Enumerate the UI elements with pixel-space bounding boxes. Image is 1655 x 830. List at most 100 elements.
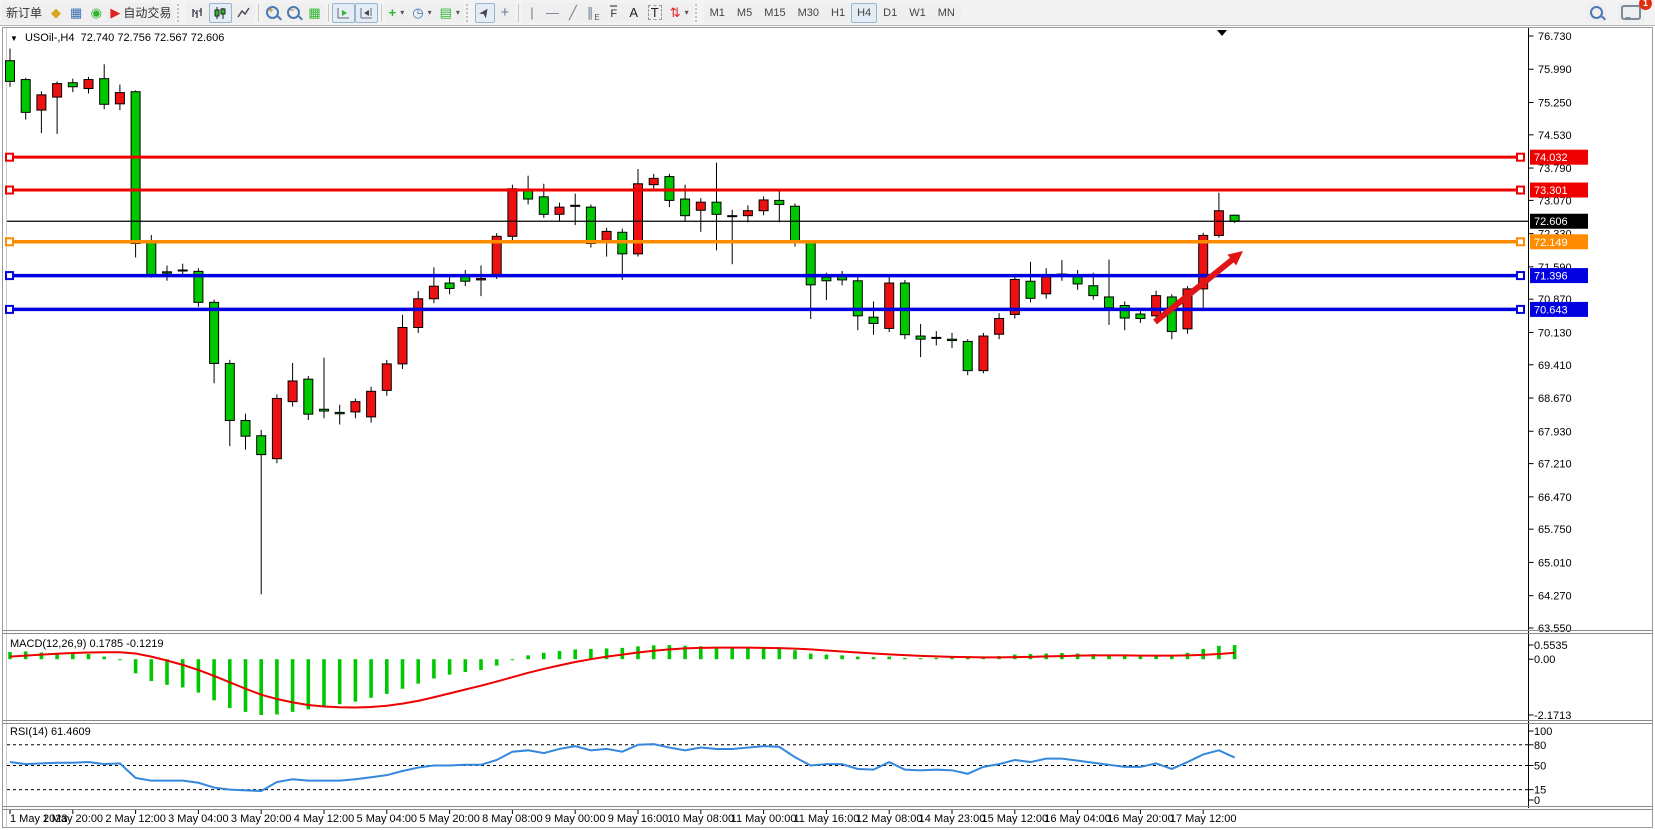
svg-text:65.750: 65.750: [1538, 524, 1572, 536]
toolbar-grip: [694, 3, 701, 22]
rsi-label: RSI(14) 61.4609: [10, 726, 91, 738]
svg-text:10 May 08:00: 10 May 08:00: [667, 813, 734, 825]
svg-text:5 May 04:00: 5 May 04:00: [357, 813, 418, 825]
auto-trading-button[interactable]: ▶ 自动交易: [106, 2, 176, 23]
timeframe-M5[interactable]: M5: [730, 2, 759, 23]
horizontal-level-lines[interactable]: [5, 152, 1529, 314]
timeframe-D1[interactable]: D1: [877, 2, 904, 23]
notifications-button[interactable]: 1: [1617, 0, 1652, 23]
svg-text:9 May 00:00: 9 May 00:00: [545, 813, 606, 825]
timeframe-H4[interactable]: H4: [851, 2, 878, 23]
svg-text:15 May 12:00: 15 May 12:00: [981, 813, 1048, 825]
market-watch-button[interactable]: ◆: [46, 2, 67, 23]
horizontal-line-icon: —: [545, 5, 559, 20]
bar-chart-button[interactable]: [186, 2, 210, 23]
timeframe-MN[interactable]: MN: [931, 2, 961, 23]
signals-button[interactable]: ◉: [86, 2, 107, 23]
svg-text:73.070: 73.070: [1538, 195, 1572, 207]
auto-scroll-button[interactable]: [331, 2, 355, 23]
svg-text:73.790: 73.790: [1538, 163, 1572, 175]
svg-text:74.530: 74.530: [1538, 130, 1572, 142]
chart-shift-icon: [360, 7, 372, 18]
svg-text:73.301: 73.301: [1534, 185, 1568, 197]
svg-text:5 May 20:00: 5 May 20:00: [419, 813, 480, 825]
svg-text:16 May 04:00: 16 May 04:00: [1044, 813, 1111, 825]
channel-button[interactable]: ∥ E: [582, 2, 604, 23]
chart-shift-button[interactable]: [354, 2, 378, 23]
horizontal-line-button[interactable]: —: [541, 2, 563, 23]
svg-text:76.730: 76.730: [1538, 31, 1572, 43]
chart-shift-marker[interactable]: [1217, 30, 1227, 36]
text-label-button[interactable]: T: [643, 2, 666, 23]
templates-icon: ▤: [439, 5, 452, 20]
svg-text:72.149: 72.149: [1534, 237, 1568, 249]
svg-text:100: 100: [1534, 726, 1552, 738]
svg-text:65.010: 65.010: [1538, 557, 1572, 569]
svg-text:8 May 08:00: 8 May 08:00: [482, 813, 543, 825]
zoom-out-button[interactable]: −: [283, 2, 305, 23]
candlestick-chart-button[interactable]: [209, 2, 233, 23]
templates-button[interactable]: ▤ ▾: [435, 2, 464, 23]
signals-icon: ◉: [90, 5, 102, 20]
toolbar: 新订单 ◆ ▦ ◉ ▶ 自动交易 + − ▦ + ▾: [0, 0, 1655, 26]
trend-arrow[interactable]: [1153, 254, 1238, 325]
toolbar-separator: [517, 3, 519, 22]
toolbar-separator: [380, 3, 382, 22]
navigator-icon: ▦: [70, 5, 83, 20]
new-order-button[interactable]: 新订单: [2, 2, 47, 23]
svg-text:66.470: 66.470: [1538, 492, 1572, 504]
zoom-in-button[interactable]: +: [262, 2, 284, 23]
line-chart-button[interactable]: [232, 2, 256, 23]
indicators-button[interactable]: + ▾: [384, 2, 409, 23]
market-watch-icon: ◆: [51, 5, 62, 20]
text-icon: A: [629, 5, 639, 20]
cursor-icon: ➤: [475, 3, 495, 22]
svg-text:64.270: 64.270: [1538, 591, 1572, 603]
text-button[interactable]: A: [623, 2, 644, 23]
rsi-panel: 100 80 50 150: [7, 726, 1552, 807]
auto-trading-icon: ▶: [110, 5, 121, 20]
add-indicator-icon: +: [388, 5, 397, 20]
svg-text:80: 80: [1534, 740, 1546, 752]
crosshair-button[interactable]: +: [494, 2, 515, 23]
svg-text:16 May 20:00: 16 May 20:00: [1107, 813, 1174, 825]
channel-icon-letter: E: [594, 12, 600, 22]
timeframe-M15[interactable]: M15: [758, 2, 792, 23]
svg-text:4 May 12:00: 4 May 12:00: [294, 813, 355, 825]
toolbar-separator: [258, 3, 260, 22]
svg-text:69.410: 69.410: [1538, 360, 1572, 372]
navigator-button[interactable]: ▦: [66, 2, 87, 23]
timeframe-H1[interactable]: H1: [825, 2, 852, 23]
periods-button[interactable]: ◷ ▾: [408, 2, 436, 23]
svg-text:1 May 2023: 1 May 2023: [10, 813, 67, 825]
bar-chart-icon: [192, 7, 203, 18]
candlestick-chart-icon: [214, 6, 226, 19]
auto-scroll-icon: [337, 7, 349, 18]
svg-text:11 May 00:00: 11 May 00:00: [731, 813, 797, 825]
vertical-line-icon: |: [530, 5, 534, 20]
tile-windows-icon: ▦: [308, 5, 321, 20]
vertical-line-button[interactable]: |: [521, 2, 542, 23]
new-order-label: 新订单: [6, 6, 43, 20]
search-button[interactable]: [1586, 2, 1607, 23]
arrows-button[interactable]: ⇅ ▾: [665, 2, 693, 23]
svg-text:-2.1713: -2.1713: [1534, 710, 1571, 722]
svg-text:15: 15: [1534, 785, 1546, 797]
dropdown-arrow-icon: ▾: [455, 8, 460, 17]
svg-text:0: 0: [1534, 795, 1540, 807]
timeframe-M30[interactable]: M30: [791, 2, 825, 23]
svg-text:71.396: 71.396: [1534, 271, 1568, 283]
symbol-dropdown-icon[interactable]: ▼: [10, 34, 18, 43]
tile-windows-button[interactable]: ▦: [304, 2, 325, 23]
timeframe-W1[interactable]: W1: [903, 2, 932, 23]
zoom-in-icon: +: [266, 5, 280, 19]
cursor-button[interactable]: ➤: [474, 2, 495, 23]
timeframe-M1[interactable]: M1: [703, 2, 731, 23]
trendline-button[interactable]: ╱: [562, 2, 583, 23]
svg-text:72.606: 72.606: [1534, 216, 1568, 228]
search-icon: [1590, 6, 1603, 19]
svg-text:67.930: 67.930: [1538, 426, 1572, 438]
fibonacci-button[interactable]: F: [603, 2, 624, 23]
